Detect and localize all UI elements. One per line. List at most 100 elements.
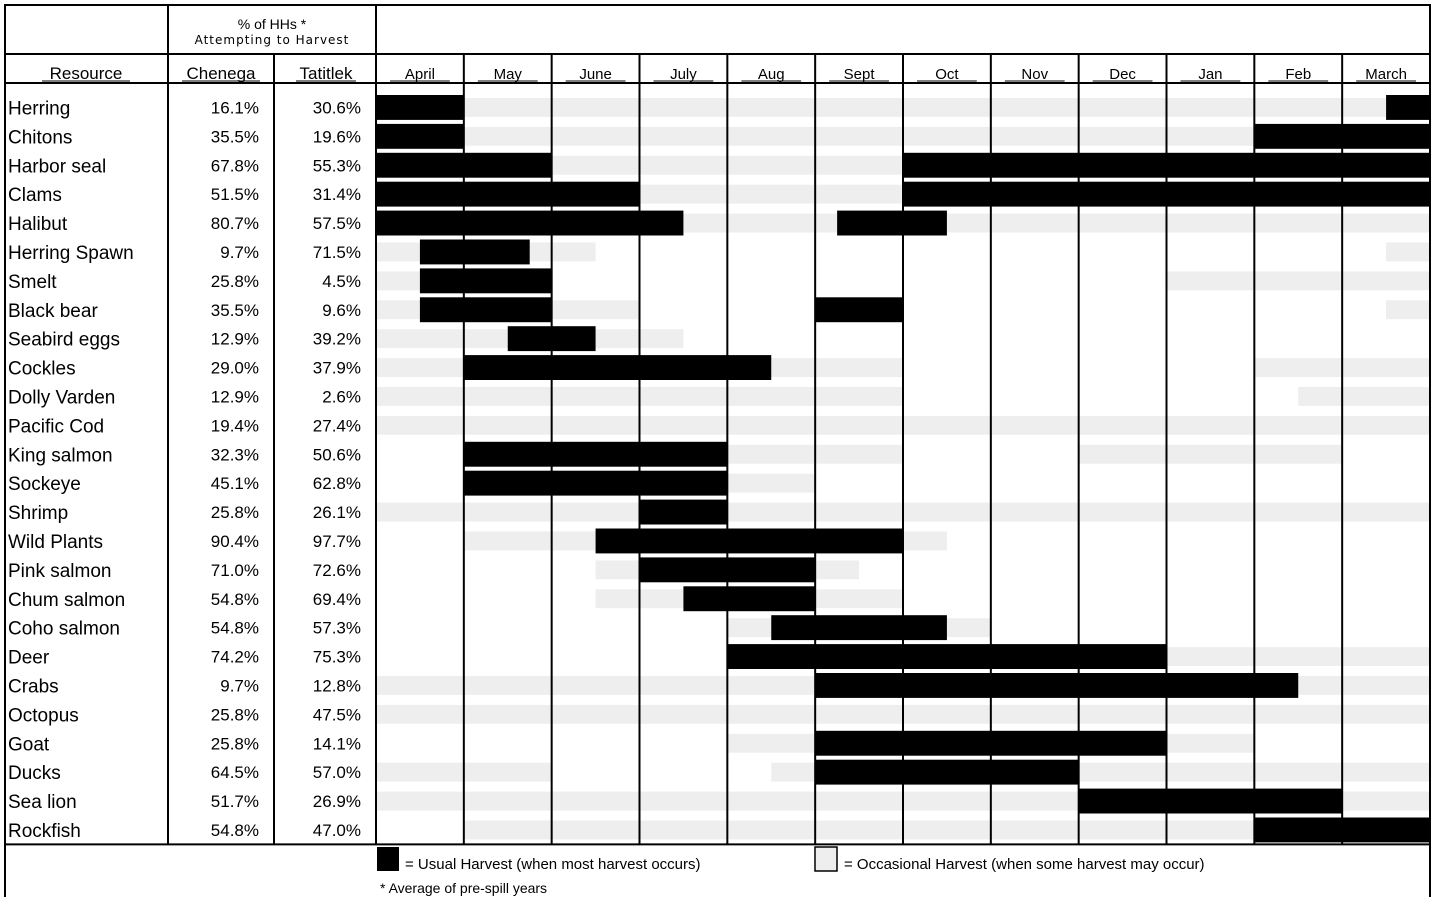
chenega-pct-chum-salmon: 54.8% [211,590,259,609]
usual-bar-wild-plants-0 [595,528,903,554]
usual-bar-black-bear-1 [815,297,903,323]
chenega-pct-dolly-varden: 12.9% [211,387,259,406]
tatitlek-pct-black-bear: 9.6% [322,301,361,320]
tatitlek-column-header: Tatitlek [300,64,353,83]
tatitlek-pct-cockles: 37.9% [313,359,361,378]
resource-name-wild-plants: Wild Plants [8,532,103,553]
pct-header-subtitle: Attempting to Harvest [195,33,350,47]
occasional-bar-chitons-0 [463,126,1255,146]
tatitlek-pct-pacific-cod: 27.4% [313,416,361,435]
occasional-bar-coho-salmon-1 [946,618,991,638]
resource-name-shrimp: Shrimp [8,503,68,524]
occasional-bar-clams-0 [639,184,903,204]
resource-name-pink-salmon: Pink salmon [8,561,112,582]
usual-bar-black-bear-0 [419,297,552,323]
month-header-june: June [579,66,612,83]
occasional-bar-herring-spawn-0 [376,242,420,262]
tatitlek-pct-ducks: 57.0% [313,763,361,782]
occasional-bar-pink-salmon-0 [595,560,640,580]
tatitlek-pct-goat: 14.1% [313,734,361,753]
month-header-dec: Dec [1109,66,1136,83]
tatitlek-pct-wild-plants: 97.7% [313,532,361,551]
chenega-pct-cockles: 29.0% [211,359,259,378]
month-header-oct: Oct [935,66,959,83]
occasional-bar-rockfish-0 [463,820,1255,840]
usual-bar-herring-1 [1386,95,1430,120]
tatitlek-pct-coho-salmon: 57.3% [313,619,361,638]
month-header-sept: Sept [844,66,876,83]
resource-name-sea-lion: Sea lion [8,792,77,813]
legend-usual-label: = Usual Harvest (when most harvest occur… [405,856,701,873]
tatitlek-pct-halibut: 57.5% [313,214,361,233]
usual-bar-crabs-0 [815,673,1299,698]
tatitlek-pct-king-salmon: 50.6% [313,445,361,464]
usual-bar-halibut-1 [837,210,947,236]
pct-header-title: % of HHs * [238,16,307,32]
usual-bar-sockeye-0 [463,470,728,496]
tatitlek-pct-crabs: 12.8% [313,676,361,695]
month-header-march: March [1365,66,1407,83]
usual-bar-ducks-0 [815,759,1079,785]
legend-occasional-label: = Occasional Harvest (when some harvest … [844,856,1205,873]
chenega-pct-deer: 74.2% [211,648,259,667]
resource-name-chum-salmon: Chum salmon [8,590,125,611]
chenega-pct-herring-spawn: 9.7% [220,243,259,262]
occasional-bar-black-bear-1 [551,300,640,320]
chenega-pct-wild-plants: 90.4% [211,532,259,551]
resource-name-harbor-seal: Harbor seal [8,156,106,177]
usual-bar-herring-spawn-0 [419,239,530,265]
occasional-bar-deer-0 [1166,647,1430,666]
resource-name-pacific-cod: Pacific Cod [8,416,104,437]
tatitlek-pct-herring-spawn: 71.5% [313,243,361,262]
chenega-pct-sockeye: 45.1% [211,474,259,493]
tatitlek-pct-octopus: 47.5% [313,705,361,724]
chenega-pct-sea-lion: 51.7% [211,792,259,811]
chenega-pct-seabird-eggs: 12.9% [211,330,259,349]
chenega-pct-octopus: 25.8% [211,705,259,724]
tatitlek-pct-clams: 31.4% [313,185,361,204]
tatitlek-pct-dolly-varden: 2.6% [322,387,361,406]
occasional-bar-smelt-0 [376,271,420,291]
usual-bar-king-salmon-0 [463,441,728,467]
chenega-pct-black-bear: 35.5% [211,301,259,320]
chenega-pct-coho-salmon: 54.8% [211,619,259,638]
usual-bar-halibut-0 [376,210,684,236]
usual-bar-cockles-0 [463,355,772,380]
footnote: * Average of pre-spill years [380,880,547,896]
chenega-column-header: Chenega [186,64,256,83]
chenega-pct-harbor-seal: 67.8% [211,156,259,175]
occasional-bar-cockles-1 [771,358,903,377]
resource-name-ducks: Ducks [8,763,61,784]
resource-name-halibut: Halibut [8,214,68,235]
occasional-bar-sockeye-0 [727,473,816,493]
chenega-pct-pink-salmon: 71.0% [211,561,259,580]
resource-name-goat: Goat [8,734,50,755]
resource-name-cockles: Cockles [8,359,76,380]
resource-name-clams: Clams [8,185,62,206]
tatitlek-pct-sea-lion: 26.9% [313,792,361,811]
chenega-pct-herring: 16.1% [211,98,259,117]
resource-name-seabird-eggs: Seabird eggs [8,330,120,351]
tatitlek-pct-shrimp: 26.1% [313,503,361,522]
tatitlek-pct-deer: 75.3% [313,648,361,667]
occasional-bar-halibut-1 [946,213,1430,233]
occasional-bar-shrimp-0 [376,502,640,522]
occasional-bar-smelt-1 [1166,271,1430,291]
usual-bar-chitons-0 [376,123,464,149]
chenega-pct-shrimp: 25.8% [211,503,259,522]
usual-bar-coho-salmon-0 [771,615,947,641]
tatitlek-pct-herring: 30.6% [313,98,361,117]
occasional-bar-herring-0 [463,98,1387,117]
month-header-feb: Feb [1285,66,1311,83]
month-header-nov: Nov [1021,66,1048,83]
occasional-bar-cockles-0 [376,358,464,377]
tatitlek-pct-chitons: 19.6% [313,127,361,146]
tatitlek-pct-rockfish: 47.0% [313,821,361,840]
chenega-pct-chitons: 35.5% [211,127,259,146]
occasional-bar-goat-1 [1166,733,1255,753]
tatitlek-pct-smelt: 4.5% [322,272,361,291]
grid-layer [4,4,1431,897]
occasional-bar-crabs-0 [376,676,816,695]
usual-bar-shrimp-0 [639,499,728,525]
